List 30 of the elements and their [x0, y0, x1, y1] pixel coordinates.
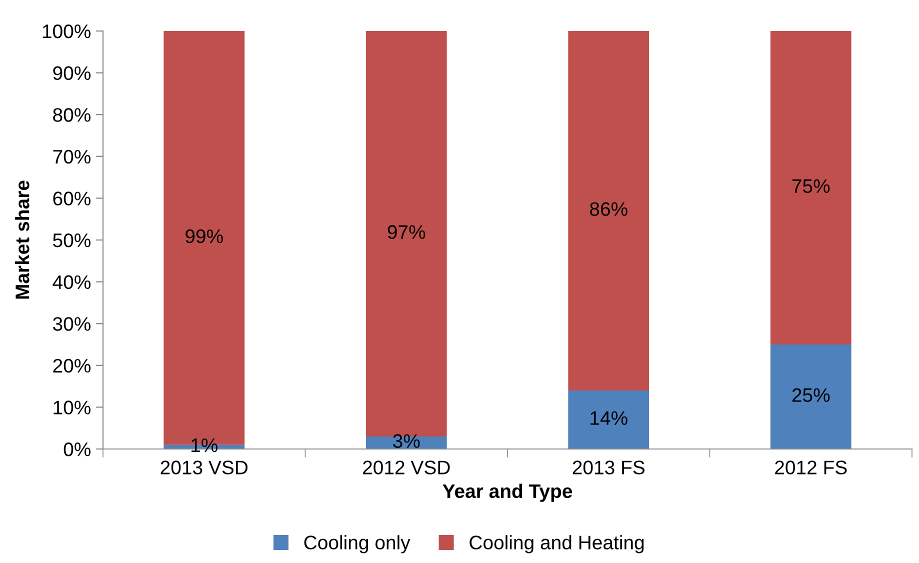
y-tick-label: 0% [64, 442, 91, 456]
data-label: 97% [388, 225, 426, 239]
data-label: 25% [792, 388, 830, 402]
bar [770, 344, 852, 449]
y-tick-label: 60% [53, 192, 91, 206]
y-tick-label: 100% [42, 24, 91, 38]
y-tick-label: 40% [52, 275, 91, 290]
data-label: 75% [792, 179, 830, 193]
y-tick-label: 80% [53, 108, 91, 122]
y-tick-label: 10% [54, 400, 91, 414]
y-tick-label: 50% [53, 233, 91, 248]
x-tick-label: 2012 VSD [363, 460, 450, 474]
x-tick-label: 2012 FS [775, 460, 847, 474]
y-axis-title: Market share [15, 180, 30, 299]
data-label: 3% [393, 434, 420, 448]
y-tick-label: 20% [53, 358, 91, 373]
y-tick-label: 30% [53, 317, 91, 331]
x-tick-label: 2013 FS [572, 460, 644, 474]
y-tick-label: 70% [53, 150, 91, 164]
bar [770, 31, 852, 344]
y-tick-label: 90% [53, 66, 91, 80]
bar [568, 390, 650, 449]
data-label: 86% [590, 202, 628, 216]
x-tick-label: 2013 VSD [160, 460, 248, 474]
legend-label: Cooling and Heating [470, 535, 644, 554]
bar [568, 31, 650, 390]
legend-label: Cooling only [304, 535, 410, 554]
data-label: 14% [590, 411, 628, 425]
x-axis-title: Year and Type [442, 484, 572, 502]
data-label: 99% [186, 229, 223, 244]
